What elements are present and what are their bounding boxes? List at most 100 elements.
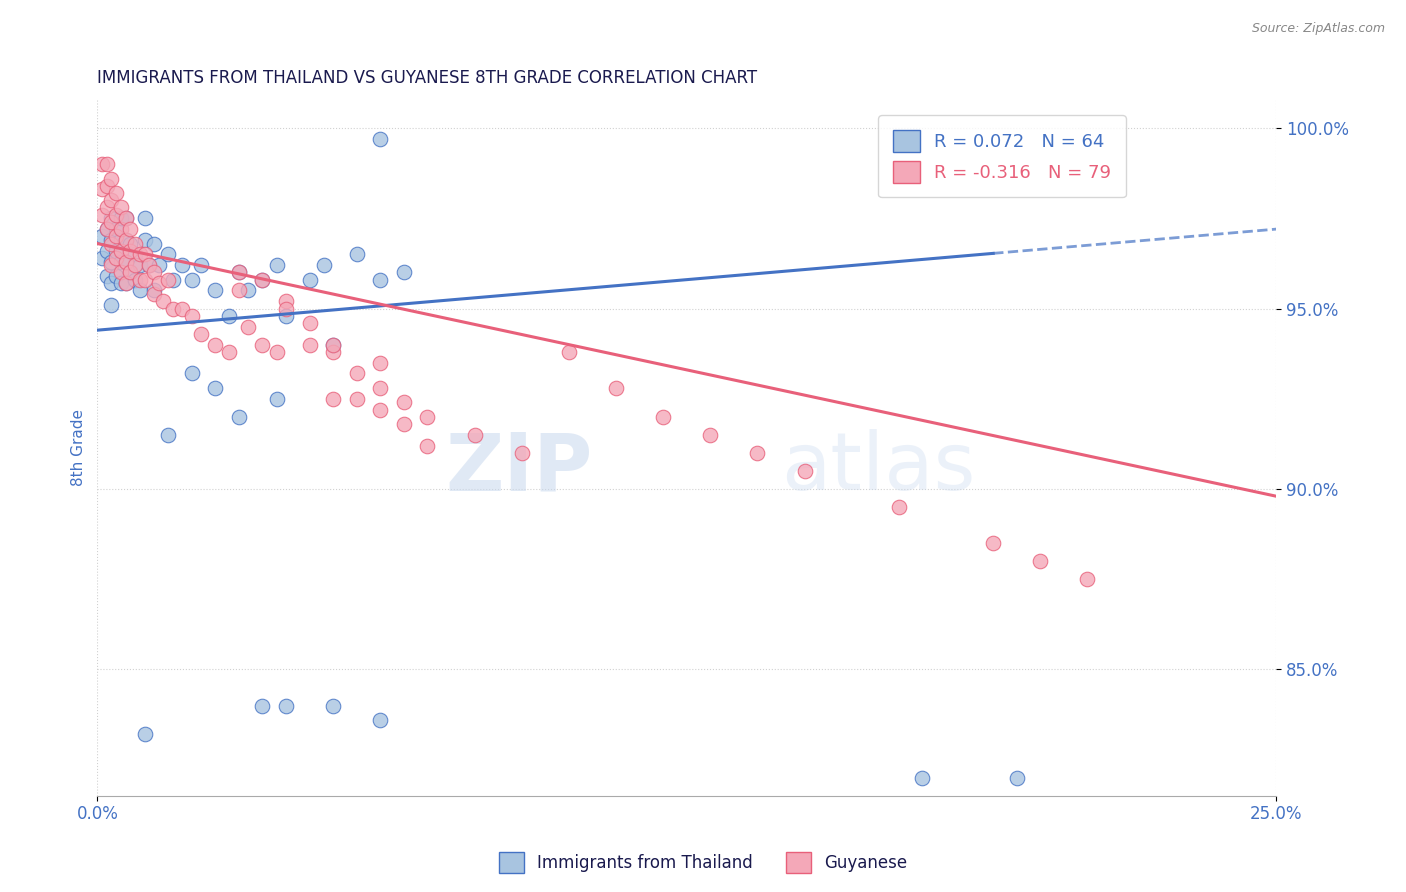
Point: [368, 402, 391, 417]
Point: [100, 233, 122, 247]
Point: [96, 244, 118, 258]
Point: [252, 273, 274, 287]
Point: [105, 186, 128, 200]
Text: atlas: atlas: [780, 429, 976, 508]
Point: [100, 298, 122, 312]
Point: [274, 698, 297, 713]
Point: [228, 409, 250, 424]
Point: [110, 244, 132, 258]
Point: [162, 301, 184, 316]
Legend: R = 0.072   N = 64, R = -0.316   N = 79: R = 0.072 N = 64, R = -0.316 N = 79: [879, 115, 1126, 197]
Point: [91, 157, 114, 171]
Point: [1076, 572, 1098, 586]
Point: [322, 337, 344, 351]
Point: [100, 171, 122, 186]
Point: [1005, 771, 1028, 785]
Point: [100, 258, 122, 272]
Point: [96, 222, 118, 236]
Point: [110, 233, 132, 247]
Point: [346, 367, 368, 381]
Point: [266, 392, 288, 406]
Point: [157, 247, 180, 261]
Point: [124, 258, 146, 272]
Point: [105, 244, 128, 258]
Point: [100, 277, 122, 291]
Point: [747, 446, 769, 460]
Y-axis label: 8th Grade: 8th Grade: [72, 409, 86, 486]
Point: [100, 254, 122, 268]
Point: [138, 258, 160, 272]
Point: [91, 251, 114, 265]
Point: [172, 301, 194, 316]
Point: [368, 273, 391, 287]
Point: [128, 284, 150, 298]
Point: [105, 229, 128, 244]
Point: [105, 251, 128, 265]
Point: [124, 236, 146, 251]
Point: [190, 326, 212, 341]
Point: [96, 268, 118, 283]
Point: [228, 265, 250, 279]
Point: [911, 771, 934, 785]
Point: [96, 222, 118, 236]
Point: [134, 211, 156, 226]
Point: [100, 211, 122, 226]
Point: [100, 193, 122, 207]
Point: [392, 395, 415, 409]
Point: [346, 392, 368, 406]
Point: [162, 273, 184, 287]
Point: [134, 273, 156, 287]
Point: [128, 247, 150, 261]
Point: [252, 698, 274, 713]
Point: [100, 215, 122, 229]
Point: [266, 258, 288, 272]
Point: [114, 254, 136, 268]
Point: [100, 236, 122, 251]
Point: [110, 265, 132, 279]
Point: [416, 409, 439, 424]
Point: [114, 233, 136, 247]
Point: [105, 268, 128, 283]
Point: [148, 277, 170, 291]
Point: [228, 265, 250, 279]
Point: [124, 273, 146, 287]
Point: [114, 211, 136, 226]
Point: [134, 233, 156, 247]
Point: [204, 337, 226, 351]
Point: [114, 233, 136, 247]
Point: [368, 713, 391, 727]
Point: [558, 344, 581, 359]
Point: [110, 254, 132, 268]
Point: [110, 277, 132, 291]
Point: [652, 409, 675, 424]
Point: [274, 309, 297, 323]
Point: [887, 500, 910, 514]
Point: [114, 277, 136, 291]
Point: [368, 356, 391, 370]
Point: [312, 258, 335, 272]
Point: [142, 284, 165, 298]
Point: [793, 464, 815, 478]
Point: [266, 344, 288, 359]
Point: [134, 727, 156, 741]
Point: [96, 201, 118, 215]
Point: [368, 381, 391, 395]
Point: [110, 201, 132, 215]
Text: Source: ZipAtlas.com: Source: ZipAtlas.com: [1251, 22, 1385, 36]
Point: [120, 244, 142, 258]
Point: [204, 381, 226, 395]
Point: [134, 247, 156, 261]
Text: ZIP: ZIP: [446, 429, 592, 508]
Point: [180, 309, 202, 323]
Point: [114, 277, 136, 291]
Point: [605, 381, 627, 395]
Point: [148, 258, 170, 272]
Legend: Immigrants from Thailand, Guyanese: Immigrants from Thailand, Guyanese: [492, 846, 914, 880]
Point: [120, 265, 142, 279]
Point: [128, 273, 150, 287]
Point: [510, 446, 533, 460]
Point: [96, 178, 118, 193]
Point: [110, 211, 132, 226]
Point: [322, 344, 344, 359]
Point: [392, 265, 415, 279]
